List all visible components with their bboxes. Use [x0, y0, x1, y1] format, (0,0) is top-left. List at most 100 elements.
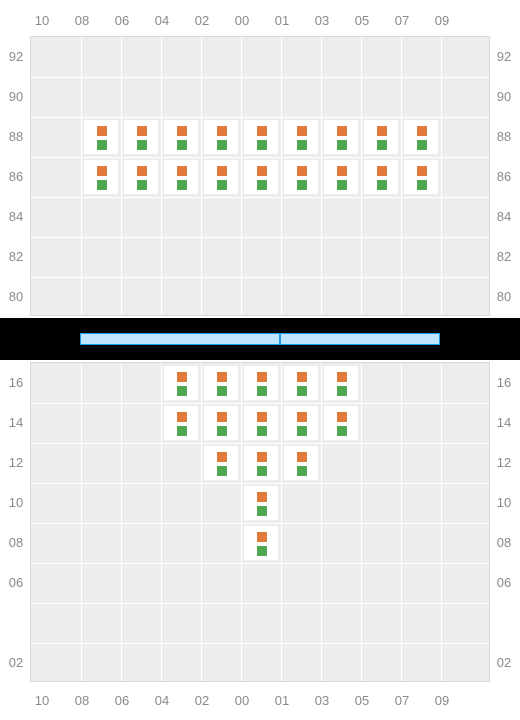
column-labels-bottom: 1008060402000103050709: [0, 688, 520, 712]
seat-cell[interactable]: [163, 159, 199, 195]
seat-cell[interactable]: [363, 159, 399, 195]
square-orange-icon: [337, 166, 347, 176]
seat-cell[interactable]: [83, 119, 119, 155]
seat-cell[interactable]: [323, 405, 359, 441]
column-label: 05: [342, 13, 382, 28]
row-label: 90: [3, 89, 29, 104]
seat-cell[interactable]: [243, 119, 279, 155]
seat-cell[interactable]: [283, 119, 319, 155]
square-orange-icon: [97, 166, 107, 176]
upper-panel: 9292909088888686848482828080: [30, 36, 490, 316]
seat-cell[interactable]: [323, 159, 359, 195]
column-label: 03: [302, 693, 342, 708]
row-label: 80: [3, 289, 29, 304]
seat-cell[interactable]: [283, 365, 319, 401]
square-orange-icon: [217, 372, 227, 382]
square-green-icon: [377, 140, 387, 150]
seat-cell[interactable]: [323, 119, 359, 155]
row-label: 88: [491, 129, 517, 144]
square-orange-icon: [297, 166, 307, 176]
square-orange-icon: [297, 126, 307, 136]
seat-cell[interactable]: [203, 159, 239, 195]
column-label: 06: [102, 13, 142, 28]
seat-cell[interactable]: [203, 445, 239, 481]
square-orange-icon: [217, 166, 227, 176]
seat-cell[interactable]: [243, 445, 279, 481]
column-label: 07: [382, 13, 422, 28]
row-label: 92: [491, 49, 517, 64]
seating-diagram: 1008060402000103050709 92929090888886868…: [0, 0, 520, 720]
row-label: 14: [491, 415, 517, 430]
row-label: 02: [491, 655, 517, 670]
square-green-icon: [337, 426, 347, 436]
square-green-icon: [417, 180, 427, 190]
seat-cell[interactable]: [243, 159, 279, 195]
seat-cell[interactable]: [203, 365, 239, 401]
row-label: 10: [491, 495, 517, 510]
seat-cell[interactable]: [163, 405, 199, 441]
square-green-icon: [177, 180, 187, 190]
bar-right: [280, 333, 440, 345]
seat-cell[interactable]: [403, 159, 439, 195]
row-label: 08: [3, 535, 29, 550]
seat-cell[interactable]: [323, 365, 359, 401]
square-orange-icon: [217, 126, 227, 136]
column-label: 09: [422, 13, 462, 28]
square-green-icon: [217, 140, 227, 150]
square-green-icon: [297, 466, 307, 476]
seat-cell[interactable]: [403, 119, 439, 155]
row-label: 16: [3, 375, 29, 390]
square-orange-icon: [97, 126, 107, 136]
row-label: 84: [3, 209, 29, 224]
seat-cell[interactable]: [283, 445, 319, 481]
seat-cell[interactable]: [243, 485, 279, 521]
square-green-icon: [297, 386, 307, 396]
row-label: 88: [3, 129, 29, 144]
square-orange-icon: [257, 532, 267, 542]
square-green-icon: [217, 180, 227, 190]
column-label: 08: [62, 13, 102, 28]
square-orange-icon: [257, 412, 267, 422]
seat-cell[interactable]: [203, 405, 239, 441]
row-label: 10: [3, 495, 29, 510]
seat-cell[interactable]: [123, 119, 159, 155]
seat-cell[interactable]: [243, 365, 279, 401]
seat-cell[interactable]: [123, 159, 159, 195]
row-label: 84: [491, 209, 517, 224]
square-orange-icon: [257, 126, 267, 136]
seat-cell[interactable]: [163, 119, 199, 155]
square-green-icon: [417, 140, 427, 150]
column-label: 04: [142, 13, 182, 28]
seat-cell[interactable]: [163, 365, 199, 401]
square-green-icon: [217, 466, 227, 476]
seat-cell[interactable]: [243, 405, 279, 441]
square-orange-icon: [337, 412, 347, 422]
lower-panel: 1616141412121010080806060202: [30, 362, 490, 682]
square-green-icon: [257, 426, 267, 436]
seat-cell[interactable]: [203, 119, 239, 155]
square-green-icon: [337, 386, 347, 396]
row-label: 82: [491, 249, 517, 264]
row-label: 08: [491, 535, 517, 550]
square-green-icon: [297, 426, 307, 436]
square-green-icon: [257, 386, 267, 396]
square-green-icon: [177, 386, 187, 396]
square-green-icon: [217, 386, 227, 396]
square-green-icon: [257, 546, 267, 556]
square-green-icon: [177, 426, 187, 436]
square-green-icon: [257, 506, 267, 516]
seat-cell[interactable]: [83, 159, 119, 195]
column-label: 04: [142, 693, 182, 708]
square-green-icon: [217, 426, 227, 436]
row-label: 90: [491, 89, 517, 104]
seat-cell[interactable]: [283, 159, 319, 195]
seat-cell[interactable]: [283, 405, 319, 441]
row-label: 86: [3, 169, 29, 184]
seat-cell[interactable]: [243, 525, 279, 561]
row-label: 92: [3, 49, 29, 64]
column-label: 09: [422, 693, 462, 708]
square-orange-icon: [417, 126, 427, 136]
square-orange-icon: [377, 166, 387, 176]
row-label: 02: [3, 655, 29, 670]
seat-cell[interactable]: [363, 119, 399, 155]
